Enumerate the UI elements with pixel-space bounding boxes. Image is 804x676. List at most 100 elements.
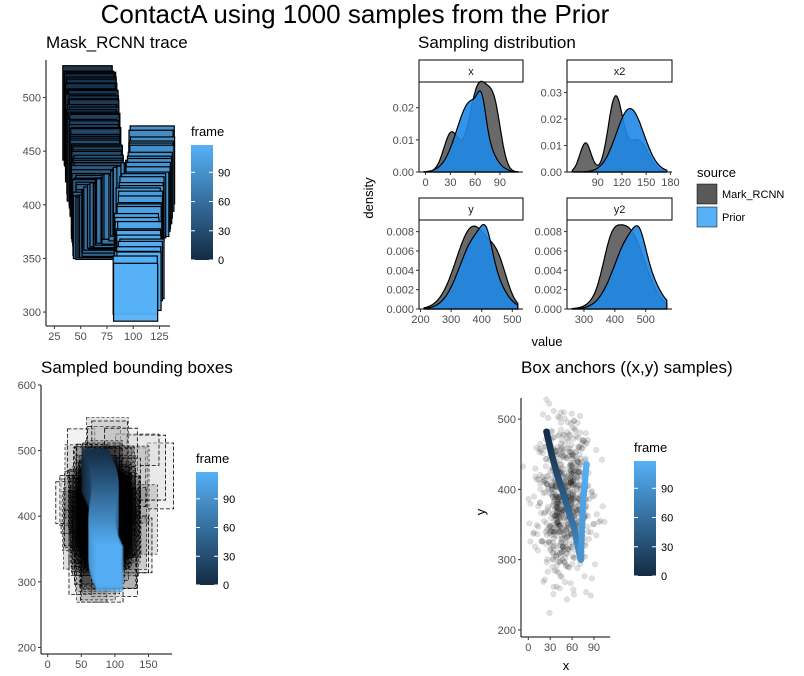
- sample-point: [547, 539, 554, 546]
- sample-point: [543, 559, 550, 566]
- sample-point: [569, 495, 576, 502]
- sample-point: [561, 530, 568, 537]
- y-tick-label: 0.006: [386, 246, 414, 258]
- x-tick-label: 500: [503, 314, 521, 326]
- sample-point: [559, 556, 566, 563]
- sample-point: [570, 453, 577, 460]
- sample-point: [563, 538, 570, 545]
- x-tick-label: 75: [101, 331, 113, 343]
- x-axis-title: x: [563, 658, 570, 673]
- sample-point: [579, 436, 586, 443]
- sample-point: [584, 437, 591, 444]
- sample-point: [551, 496, 558, 503]
- sample-point: [560, 547, 567, 554]
- legend-title: frame: [191, 124, 224, 139]
- sample-point: [574, 419, 581, 426]
- sample-point: [555, 522, 562, 529]
- sample-point: [574, 474, 581, 481]
- sample-point: [576, 451, 583, 458]
- sample-point: [554, 507, 561, 514]
- sample-point: [554, 509, 561, 516]
- sample-point: [559, 511, 566, 518]
- sample-point: [567, 479, 574, 486]
- sample-point: [558, 549, 565, 556]
- sample-point: [572, 482, 579, 489]
- sample-point: [565, 563, 572, 570]
- sample-point: [531, 493, 538, 500]
- sample-point: [569, 561, 576, 568]
- sample-point: [553, 567, 560, 574]
- sample-point: [543, 473, 550, 480]
- sample-point: [544, 504, 551, 511]
- sample-point: [567, 479, 574, 486]
- sample-point: [555, 499, 562, 506]
- sample-point: [574, 506, 581, 513]
- y-tick-label: 200: [18, 642, 36, 654]
- sample-point: [570, 478, 577, 485]
- sample-point: [547, 527, 554, 534]
- x-tick-label: 200: [411, 314, 429, 326]
- sample-point: [533, 522, 540, 529]
- x-tick-label: 60: [469, 177, 481, 189]
- sample-point: [587, 592, 594, 599]
- sample-point: [549, 502, 556, 509]
- sample-point: [540, 510, 547, 517]
- sample-point: [569, 451, 576, 458]
- sample-point: [556, 431, 563, 438]
- legend-title: frame: [196, 451, 229, 466]
- sample-point: [559, 542, 566, 549]
- y-axis-title: y: [473, 508, 488, 515]
- sample-point: [563, 455, 570, 462]
- sample-point: [568, 470, 575, 477]
- sample-point: [574, 490, 581, 497]
- y-tick-label: 0.01: [541, 141, 562, 153]
- sample-point: [569, 424, 576, 431]
- density-prior: [423, 223, 519, 310]
- sample-point: [569, 494, 576, 501]
- sample-point: [570, 481, 577, 488]
- y-tick-label: 0.000: [386, 304, 414, 316]
- sample-point: [593, 532, 600, 539]
- sample-point: [566, 480, 573, 487]
- sample-point: [539, 538, 546, 545]
- sample-point: [551, 528, 558, 535]
- sample-point: [553, 515, 560, 522]
- x-tick-label: 100: [106, 659, 124, 671]
- sample-point: [561, 545, 568, 552]
- sample-point: [552, 492, 559, 499]
- sample-point: [593, 511, 600, 518]
- y-tick-label: 0.01: [393, 135, 414, 147]
- colorbar: [634, 461, 656, 576]
- sample-point: [557, 456, 564, 463]
- colorbar-label: 0: [218, 255, 224, 267]
- sample-point: [568, 467, 575, 474]
- sample-point: [543, 520, 550, 527]
- y-tick-label: 300: [23, 307, 41, 319]
- sample-point: [574, 469, 581, 476]
- sample-point: [570, 417, 577, 424]
- y-tick-label: 450: [23, 146, 41, 158]
- sample-point: [550, 525, 557, 532]
- sample-point: [550, 408, 557, 415]
- strip-background: [566, 197, 673, 221]
- sample-point: [569, 477, 576, 484]
- sample-point: [569, 482, 576, 489]
- sample-point: [598, 456, 605, 463]
- facet-y: y 200 300 400 500 0.000 0.002 0.004 0.006 0.008: [386, 197, 524, 326]
- sample-point: [591, 561, 598, 568]
- sample-point: [538, 537, 545, 544]
- sample-point: [560, 521, 567, 528]
- sample-point: [565, 546, 572, 553]
- sample-point: [574, 458, 581, 465]
- sample-point: [581, 573, 588, 580]
- sample-point: [555, 413, 562, 420]
- sample-point: [574, 473, 581, 480]
- sample-point: [559, 452, 566, 459]
- sample-point: [540, 490, 547, 497]
- sample-point: [568, 459, 575, 466]
- sample-point: [575, 482, 582, 489]
- sample-point: [556, 521, 563, 528]
- colorbar-label: 30: [661, 542, 673, 554]
- sample-point: [555, 512, 562, 519]
- sample-point: [546, 400, 553, 407]
